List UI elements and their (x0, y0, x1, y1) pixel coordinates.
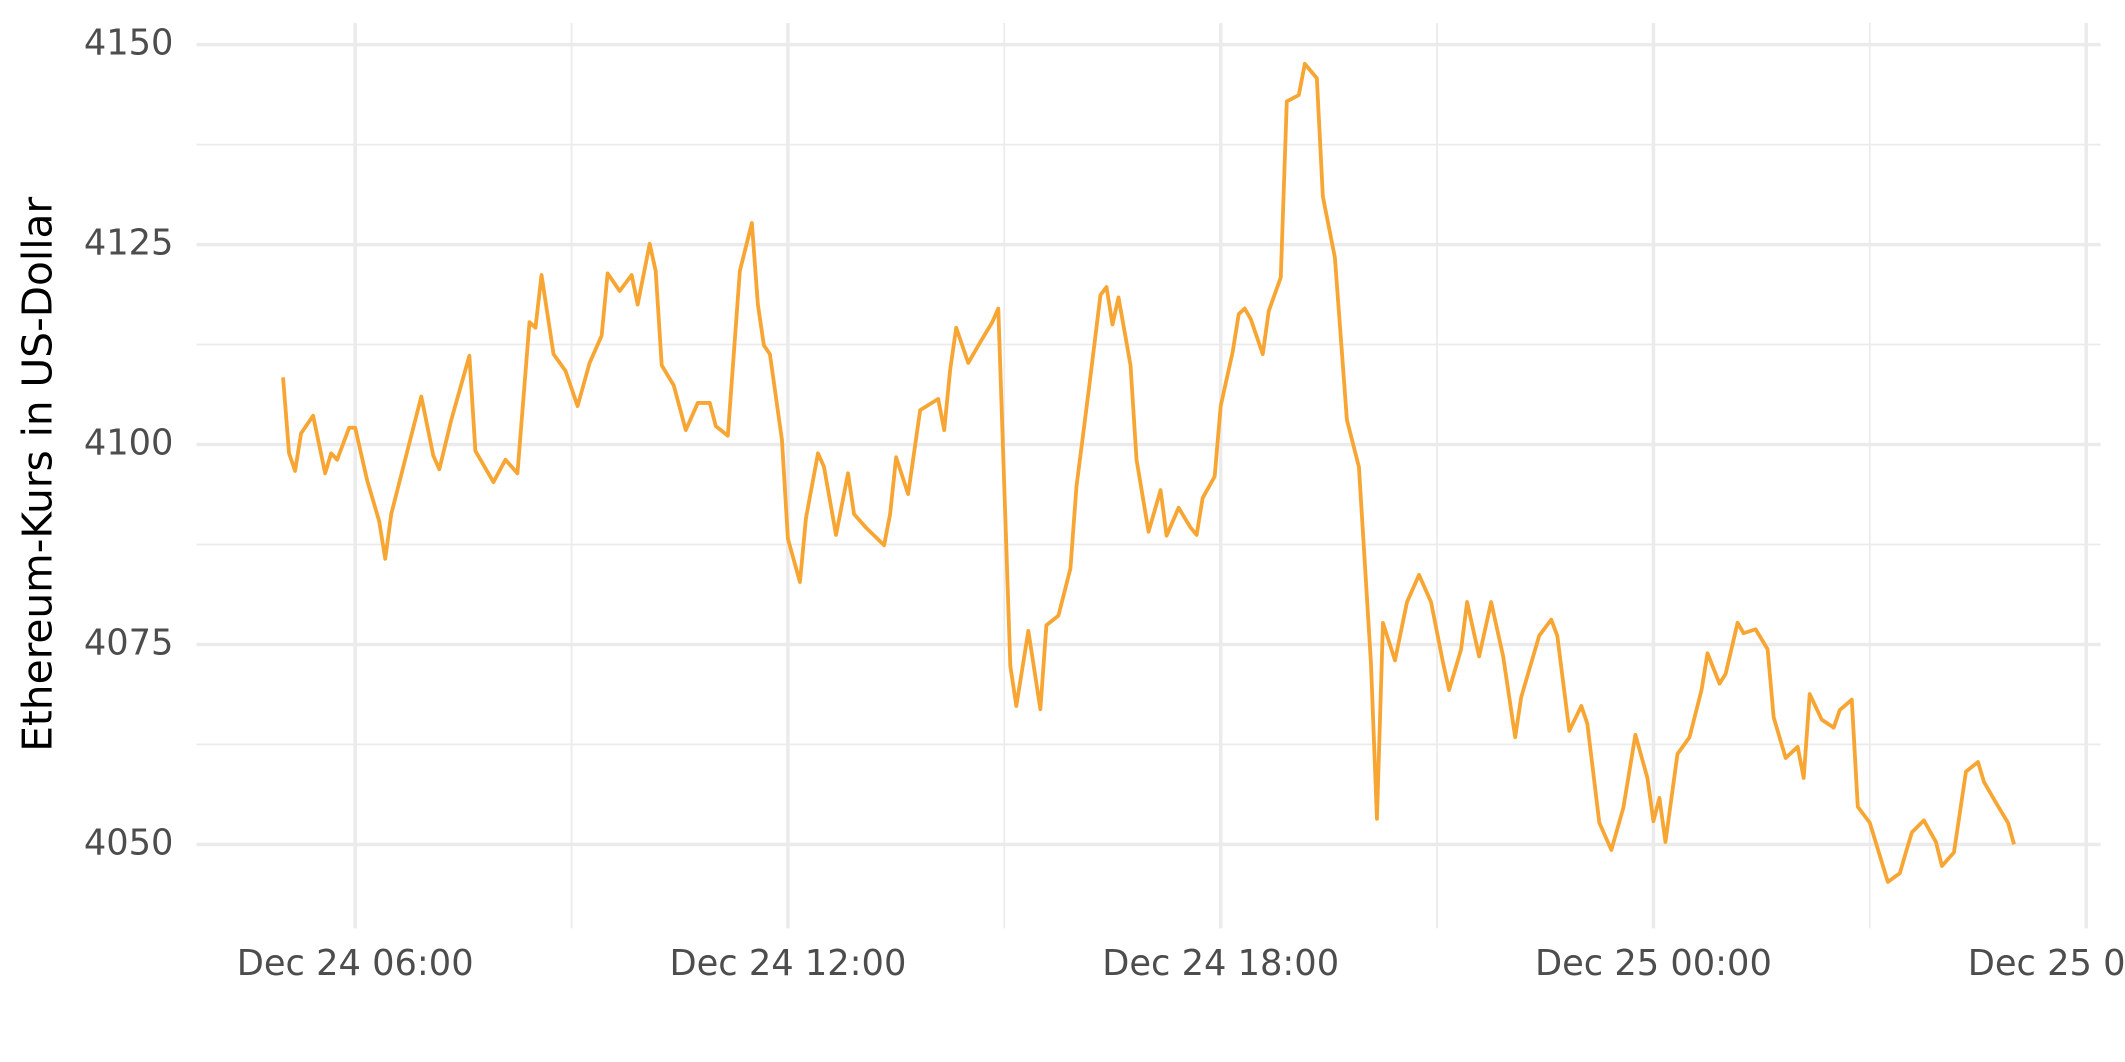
x-tick-label: Dec 25 06:00 (1968, 943, 2125, 984)
y-tick-label: 4150 (84, 23, 174, 64)
x-tick-label: Dec 24 06:00 (237, 943, 474, 984)
plot-marks (281, 61, 2016, 884)
x-tick-label: Dec 24 12:00 (670, 943, 907, 984)
grid (196, 23, 2101, 929)
y-tick-label: 4125 (84, 223, 174, 264)
tick-labels: 4050 4075 4100 4125 4150 Dec 24 06:00 Dec 24 1… (84, 23, 2125, 984)
y-tick-label: 4100 (84, 423, 174, 464)
y-tick-label: 4075 (84, 622, 174, 663)
x-tick-label: Dec 25 00:00 (1535, 943, 1772, 984)
price-line (281, 61, 2016, 884)
x-tick-label: Dec 24 18:00 (1102, 943, 1339, 984)
y-tick-label: 4050 (84, 822, 174, 863)
y-axis-title: Ethereum-Kurs in US-Dollar (14, 197, 62, 752)
